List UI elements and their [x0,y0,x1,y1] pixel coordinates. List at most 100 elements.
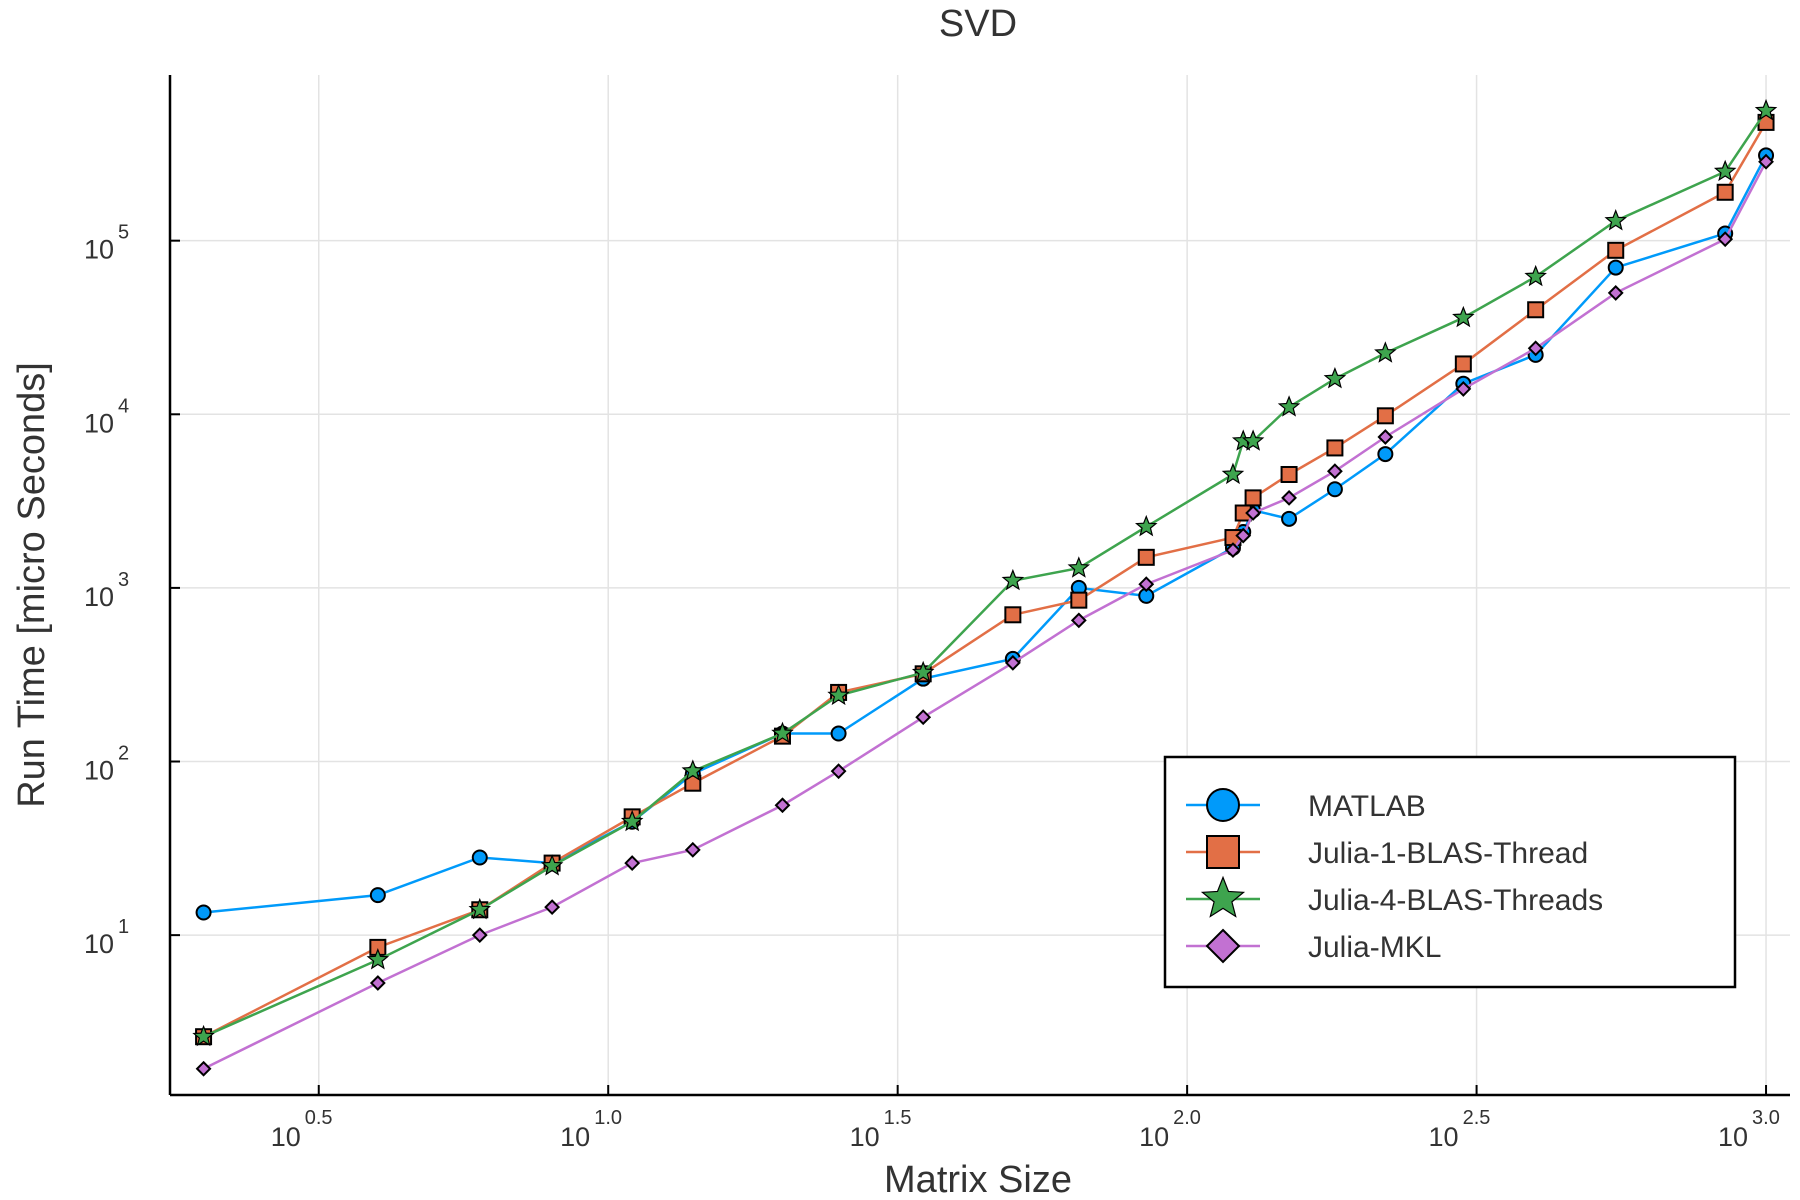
legend-label: MATLAB [1308,790,1426,823]
series [192,98,1778,1077]
x-tick-exponent: 2.0 [1173,1107,1201,1129]
data-point [1524,264,1547,287]
legend-item: MATLAB [1186,788,1426,823]
data-point [1377,429,1394,445]
data-point [369,975,386,991]
legend-marker [1200,875,1246,918]
data-point [1326,439,1344,457]
data-point [1604,209,1627,231]
data-point [681,759,705,781]
y-tick-label: 10 [84,582,114,612]
data-point [1277,395,1301,417]
x-tick-label: 10 [271,1122,301,1152]
y-tick-exponent: 2 [118,743,129,765]
data-point [1245,505,1262,521]
data-point [1004,654,1021,671]
x-tick-exponent: 0.5 [305,1107,333,1129]
data-point [1281,510,1298,527]
data-point [1326,463,1343,480]
x-tick-label: 10 [560,1122,590,1152]
y-axis-label: Run Time [micro Seconds] [11,362,53,808]
data-point [1713,159,1737,182]
chart-title: SVD [939,3,1017,45]
legend-box [1163,755,1737,989]
y-tick-label: 10 [84,756,114,786]
x-tick-label: 10 [1139,1122,1169,1152]
data-point [830,763,847,780]
data-point [544,899,561,916]
data-point [1137,548,1155,566]
data-point [1281,489,1297,506]
data-point [369,887,386,904]
data-point [1070,591,1088,609]
data-point [1607,259,1624,276]
y-tick-exponent: 4 [118,395,129,417]
y-tick-label: 10 [84,235,114,265]
x-tick-label: 10 [1429,1122,1459,1152]
series-julia-4-blas-threads [192,98,1778,1047]
data-point [1225,542,1241,559]
data-point [1758,153,1774,170]
legend-marker [1206,788,1240,822]
data-point [774,797,791,814]
data-point [195,1060,212,1077]
data-point [471,927,488,944]
data-point [1241,429,1265,451]
data-point [1134,514,1158,537]
data-point [1323,367,1347,389]
data-point [1235,527,1252,544]
data-point [192,1024,215,1047]
data-point [1326,481,1343,498]
data-point [911,660,935,683]
legend-marker [1206,835,1240,869]
legend-label: Julia-MKL [1308,931,1441,964]
x-tick-exponent: 3.0 [1752,1107,1780,1129]
data-point [1455,381,1472,397]
data-point [684,841,701,858]
series-julia-mkl [195,153,1774,1077]
y-tick-label: 10 [84,929,114,959]
x-tick-exponent: 2.5 [1463,1107,1491,1129]
data-point [1280,465,1298,483]
data-point [1527,340,1544,357]
data-point [366,948,390,970]
data-point [830,725,847,742]
data-point [1374,341,1397,363]
legend-item: Julia-4-BLAS-Threads [1186,875,1603,918]
data-point [620,809,644,832]
data-point [1221,462,1245,485]
legend-item: Julia-MKL [1186,928,1441,964]
data-point [1754,98,1778,121]
data-point [195,904,212,921]
data-point [1452,305,1475,328]
data-point [1244,489,1262,507]
data-point [1607,285,1624,301]
data-point [540,854,564,876]
data-point [1454,355,1472,373]
data-point [624,855,641,872]
legend-marker [1205,928,1241,964]
data-point [1067,556,1091,578]
data-point [468,897,492,920]
data-point [1070,612,1087,629]
data-point [1004,606,1022,624]
data-point [915,709,932,726]
x-tick-label: 10 [1718,1122,1748,1152]
data-point [827,683,850,706]
data-point [1527,301,1545,319]
x-axis-label: Matrix Size [884,1159,1072,1200]
y-tick-exponent: 5 [118,222,129,244]
x-tick-label: 10 [850,1122,880,1152]
legend-label: Julia-1-BLAS-Thread [1308,837,1588,870]
grid [170,75,1790,1095]
data-point [1717,231,1734,248]
x-tick-exponent: 1.5 [884,1107,912,1129]
legend-label: Julia-4-BLAS-Threads [1308,884,1603,917]
x-tick-exponent: 1.0 [594,1107,622,1129]
y-tick-exponent: 1 [118,916,129,938]
data-point [1001,568,1025,591]
y-tick-label: 10 [84,408,114,438]
data-point [1377,446,1394,463]
